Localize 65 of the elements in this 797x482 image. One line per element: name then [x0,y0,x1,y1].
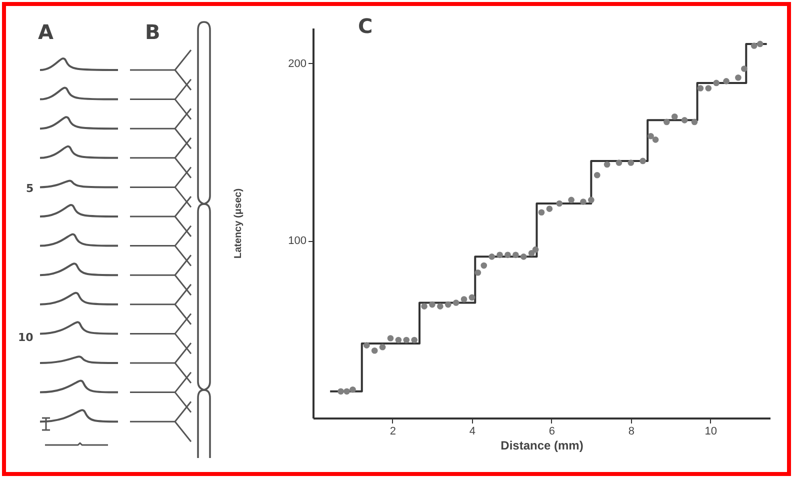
x-tick-label: 4 [469,426,476,438]
point [512,252,519,258]
point [344,388,350,395]
x-axis-title: Distance (mm) [500,438,584,452]
point [697,85,704,92]
y-tick-label: 200 [288,58,306,70]
point [628,160,634,166]
point [488,254,495,260]
point [538,209,545,216]
point [671,113,678,120]
point [474,269,482,276]
y-axis-title: Latency (μsec) [233,188,244,259]
point [616,160,622,166]
point [756,40,764,48]
point [691,118,698,126]
point [444,301,452,308]
point [480,262,488,269]
point [350,386,356,393]
point [604,161,610,168]
point [640,158,646,164]
point [705,85,712,92]
point [556,200,563,207]
point [723,78,730,84]
point [338,388,344,395]
text: 10 [18,331,34,344]
x-tick-label: 6 [548,426,555,438]
point [681,117,688,124]
point [395,336,402,344]
point [371,347,378,354]
x-tick-label: 10 [704,426,718,438]
point [460,296,468,302]
text: B [145,20,160,44]
point [568,196,574,204]
point [713,80,720,86]
point [387,335,394,342]
point [546,206,553,212]
point [735,74,742,81]
point [452,300,460,306]
point [528,250,535,256]
text: 5 [26,182,34,195]
point [750,42,758,49]
point [652,136,659,143]
y-tick-label: 100 [288,235,306,248]
point [411,336,418,344]
point [741,66,748,72]
x-tick-label: 2 [390,426,396,438]
point [379,344,386,350]
point [588,196,594,204]
point [468,294,476,301]
point [594,172,600,178]
point [437,303,444,310]
point [421,303,428,310]
text: A [38,20,54,44]
annotation: C [358,14,373,38]
point [648,132,654,140]
x-tick-label: 8 [628,426,634,438]
point [664,118,670,126]
point [403,336,410,344]
point [532,246,539,253]
point [429,301,436,308]
point [496,252,503,258]
point [580,198,586,205]
point [520,254,527,260]
point [363,342,370,348]
point [504,252,511,258]
